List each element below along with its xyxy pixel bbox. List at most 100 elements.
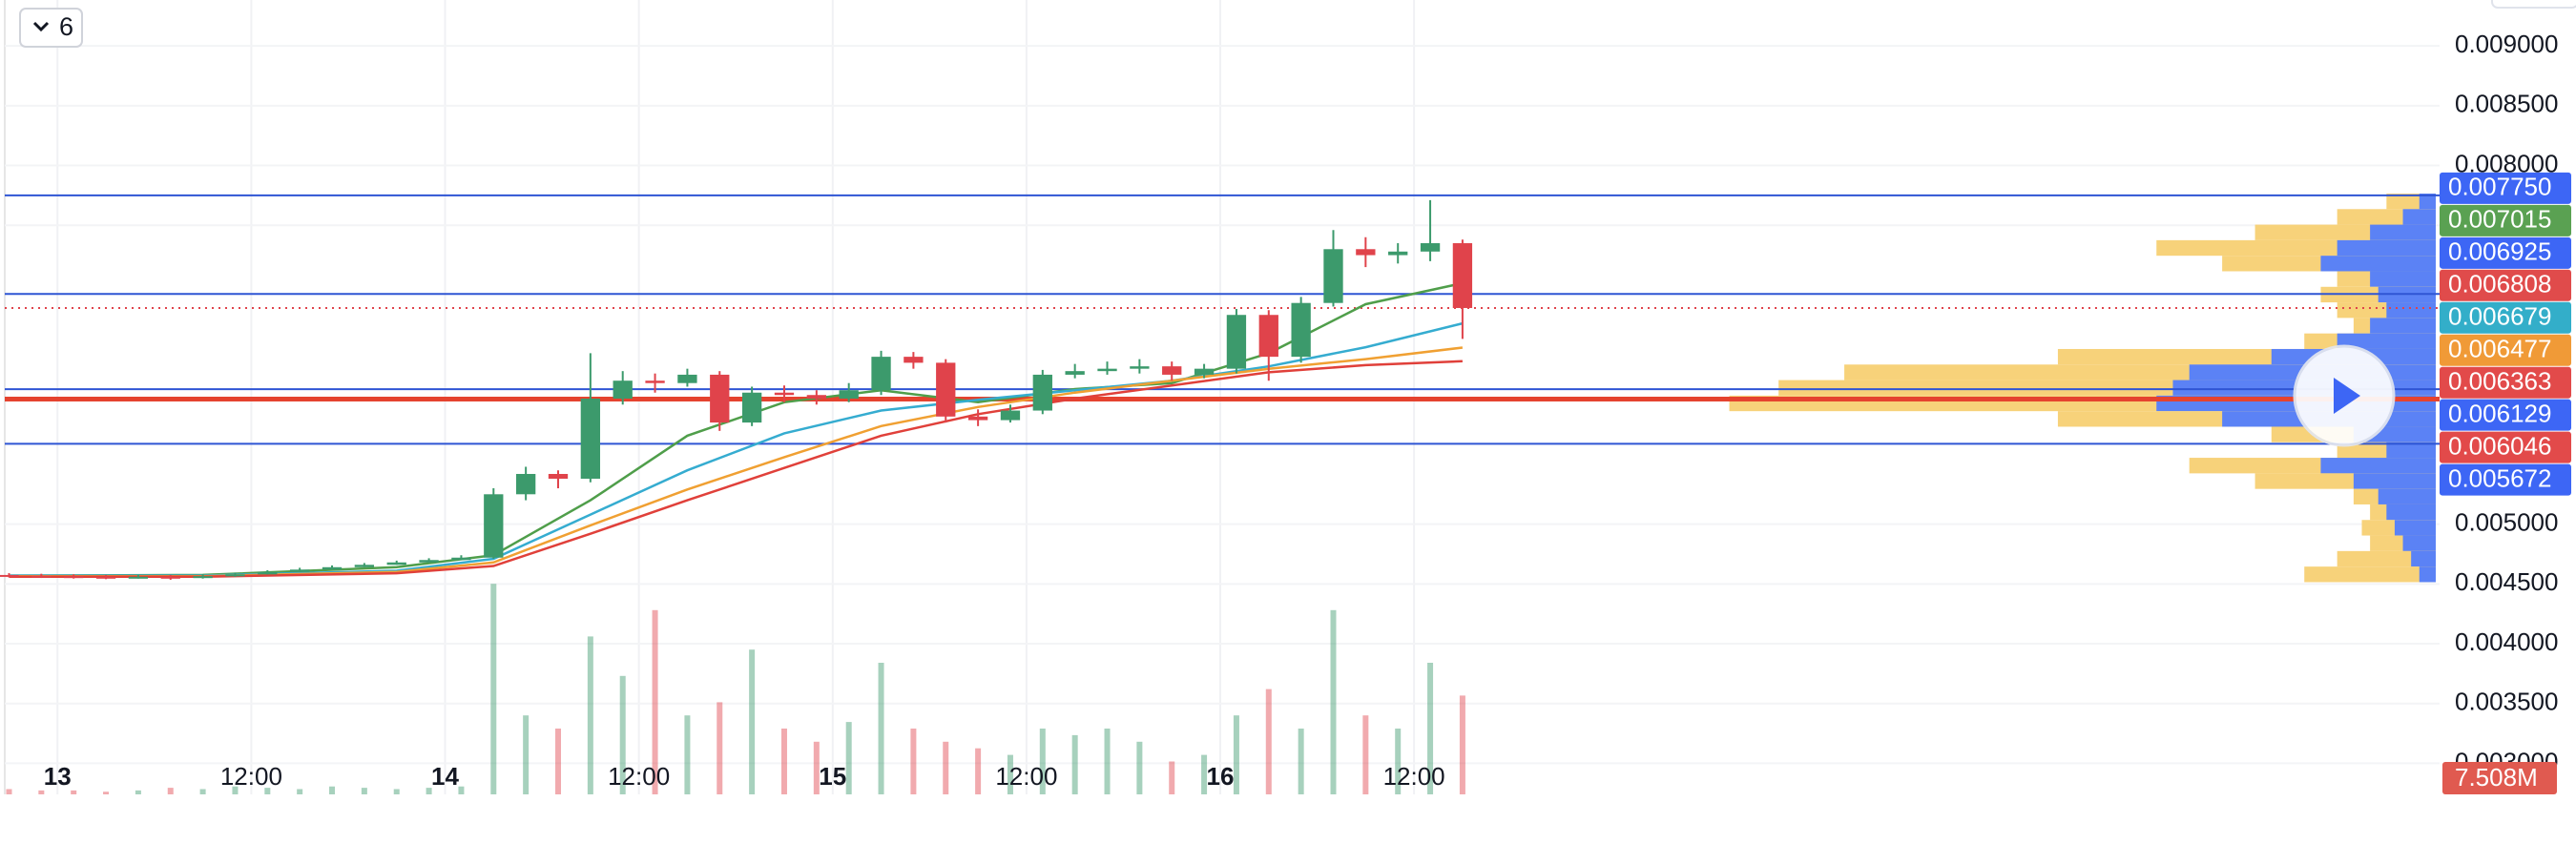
volume-bar — [554, 729, 561, 794]
candle-body — [451, 557, 471, 561]
corner-button[interactable] — [2491, 0, 2576, 9]
price-badge — [2440, 269, 2571, 301]
price-badge — [2440, 463, 2571, 496]
price-badge-label: 0.007750 — [2448, 173, 2551, 201]
volume-bar — [1104, 729, 1111, 794]
y-tick-label: 0.003500 — [2455, 688, 2558, 716]
y-tick-label: 0.008500 — [2455, 90, 2558, 118]
profile-buy-bar — [2370, 271, 2436, 287]
candle-body — [1356, 249, 1376, 256]
price-badge — [2440, 301, 2571, 334]
x-tick-label: 12:00 — [608, 762, 670, 791]
volume-bar — [135, 790, 141, 794]
candle-body — [1032, 374, 1052, 411]
price-badge-label: 0.006129 — [2448, 400, 2551, 428]
candle-body — [515, 473, 536, 495]
candle-body — [290, 569, 310, 572]
profile-buy-bar — [2370, 318, 2436, 334]
candle-body — [419, 560, 439, 563]
profile-buy-bar — [2419, 566, 2436, 583]
moving-average-line — [9, 281, 1464, 577]
price-badge-label: 0.005672 — [2448, 464, 2551, 493]
profile-buy-bar — [2386, 504, 2436, 521]
volume-bar — [587, 636, 593, 794]
price-badge-label: 0.006363 — [2448, 367, 2551, 396]
moving-averages — [9, 281, 1464, 579]
candle-body — [1162, 366, 1182, 375]
moving-average-line — [9, 360, 1463, 579]
candle-body — [1420, 243, 1441, 252]
interval-label: 6 — [59, 12, 73, 41]
volume-bar — [845, 722, 852, 794]
toolbar-button[interactable]: 6 — [19, 8, 83, 48]
volume-bar — [1330, 609, 1337, 794]
price-badge-label: 0.006679 — [2448, 302, 2551, 331]
candle-body — [839, 390, 859, 400]
volume-bar — [523, 715, 530, 794]
price-badge — [2440, 172, 2571, 204]
volume-bar — [6, 789, 12, 794]
candle-body — [484, 494, 504, 558]
volume-bar — [652, 609, 658, 794]
candle-body — [1323, 249, 1343, 303]
candle-body — [1097, 368, 1117, 372]
price-badge-label: 0.006808 — [2448, 270, 2551, 298]
candle-body — [160, 576, 180, 579]
candle-body — [386, 562, 406, 565]
candle-body — [1226, 315, 1247, 369]
profile-buy-bar — [2394, 520, 2436, 536]
volume-bar — [943, 741, 949, 794]
candle-body — [258, 571, 278, 575]
candle-body — [936, 362, 956, 417]
candle-body — [31, 575, 52, 578]
volume-bar — [393, 789, 400, 794]
x-tick-label: 12:00 — [1383, 762, 1445, 791]
price-badges: 7.508M 0.007750 0.007015 0.006925 0.006808 0.… — [2440, 173, 2571, 794]
candle-body — [774, 392, 795, 396]
profile-buy-bar — [2419, 193, 2436, 210]
candle-body — [322, 566, 343, 570]
candle-body — [225, 574, 245, 577]
interval-button[interactable] — [19, 8, 83, 48]
volume-bar — [1007, 754, 1013, 794]
volume-bar — [297, 789, 303, 794]
volume-bar — [1362, 715, 1369, 794]
volume-bar — [1298, 729, 1304, 794]
play-button[interactable] — [2293, 344, 2396, 447]
candles — [0, 199, 1473, 580]
candle-body — [613, 380, 633, 400]
candle-body — [904, 357, 924, 363]
profile-buy-bar — [2337, 239, 2436, 257]
price-badge — [2440, 431, 2571, 463]
volume-bar — [1169, 761, 1175, 794]
profile-buy-bar — [2337, 333, 2436, 349]
x-tick-label: 13 — [44, 762, 72, 791]
grid — [5, 0, 2440, 794]
volume-bar — [71, 790, 77, 794]
profile-total-bar — [2304, 566, 2436, 583]
price-badge — [2440, 334, 2571, 366]
price-badge-label: 0.007015 — [2448, 205, 2551, 234]
candle-body — [64, 576, 84, 579]
profile-buy-bar — [2378, 488, 2436, 504]
candle-body — [1130, 366, 1150, 369]
price-badge — [2440, 204, 2571, 236]
price-badge — [2440, 236, 2571, 269]
volume-bar — [1459, 695, 1465, 794]
profile-buy-bar — [2402, 535, 2436, 551]
profile-buy-bar — [2402, 209, 2436, 225]
volume-bar — [329, 786, 336, 794]
price-badge — [2440, 399, 2571, 431]
volume-bar — [490, 584, 497, 794]
candle-body — [806, 395, 826, 400]
x-tick-label: 16 — [1207, 762, 1235, 791]
volume-bar — [1395, 729, 1402, 794]
price-levels — [5, 194, 2440, 445]
profile-buy-bar — [2386, 302, 2436, 319]
y-tick-label: 0.004000 — [2455, 627, 2558, 656]
candle-body — [1258, 315, 1278, 358]
profile-buy-bar — [2386, 442, 2436, 459]
volume-bar — [199, 789, 206, 794]
candle-body — [1000, 410, 1021, 421]
volume-bar — [684, 715, 691, 794]
